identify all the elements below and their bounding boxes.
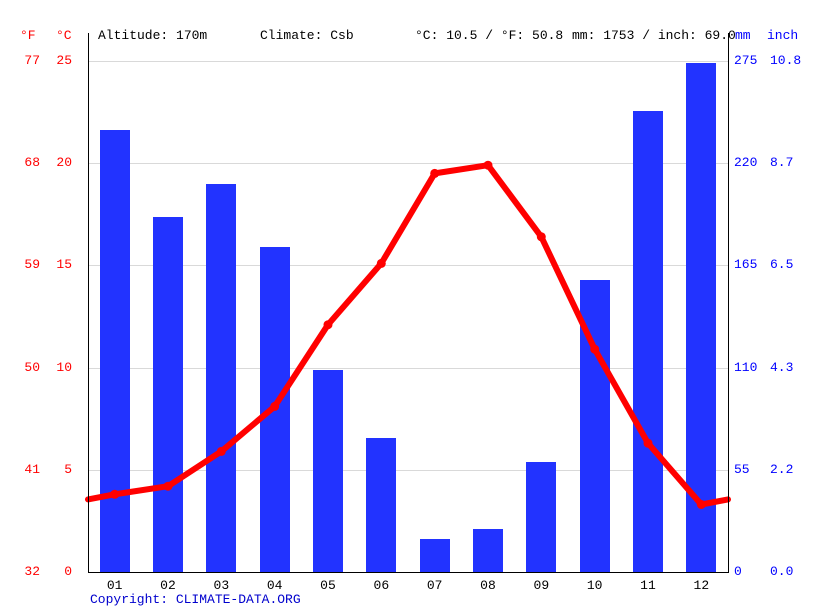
tick-label-inch: 8.7 [770, 155, 794, 171]
precip-bar-11 [633, 111, 663, 572]
tick-label-mm: 165 [734, 257, 758, 273]
temp-point-07 [430, 168, 440, 178]
temp-point-04 [270, 401, 280, 411]
temp-summary-label: °C: 10.5 / °F: 50.8 [415, 28, 564, 43]
inch-axis-title: inch [767, 28, 799, 43]
month-label-03: 03 [213, 578, 230, 593]
temp-point-08 [483, 160, 493, 170]
month-label-11: 11 [640, 578, 656, 593]
temp-point-09 [536, 232, 546, 242]
tick-label-c: 0 [64, 564, 72, 579]
grid-line [88, 367, 728, 369]
precip-summary-label: mm: 1753 / inch: 69.0 [572, 28, 736, 43]
tick-label-c: 25 [56, 53, 72, 68]
mm-axis-title: mm [735, 28, 751, 43]
precip-bar-03 [206, 183, 237, 572]
left-axis-line [88, 33, 89, 573]
tick-label-inch: 6.5 [770, 257, 794, 273]
tick-label-c: 5 [64, 461, 72, 477]
tick-label-inch: 4.3 [770, 359, 794, 375]
tick-label-c: 10 [56, 359, 72, 375]
temp-point-11 [643, 438, 653, 448]
copyright-label: Copyright: [90, 592, 176, 607]
tick-label-f: 77 [24, 53, 40, 68]
grid-line [88, 265, 728, 267]
tick-label-f: 68 [24, 155, 40, 171]
tick-label-c: 20 [56, 155, 72, 171]
month-label-04: 04 [266, 578, 283, 593]
fahrenheit-axis-title: °F [20, 28, 36, 43]
month-label-08: 08 [480, 578, 496, 593]
month-label-12: 12 [693, 578, 710, 593]
tick-label-inch: 0.0 [770, 564, 794, 579]
precip-bar-08 [473, 529, 503, 572]
temp-point-02 [163, 481, 173, 491]
temp-point-03 [216, 446, 226, 456]
grid-line [88, 61, 728, 62]
month-label-09: 09 [533, 578, 550, 593]
tick-label-inch: 10.8 [770, 53, 802, 68]
copyright: Copyright: CLIMATE-DATA.ORG [90, 592, 301, 607]
month-label-06: 06 [373, 578, 390, 593]
tick-label-f: 41 [24, 461, 40, 477]
right-axis-line [728, 33, 729, 573]
month-label-07: 07 [426, 578, 443, 593]
tick-label-mm: 275 [734, 53, 758, 68]
month-label-01: 01 [106, 578, 123, 593]
tick-label-inch: 2.2 [770, 461, 794, 477]
tick-label-mm: 220 [734, 155, 758, 171]
tick-label-f: 59 [24, 257, 40, 273]
temp-line-layer [85, 160, 731, 509]
precip-bar-02 [153, 217, 183, 572]
month-label-02: 02 [160, 578, 176, 593]
tick-label-mm: 0 [734, 564, 742, 579]
precip-bar-07 [419, 538, 450, 572]
temp-point-01 [110, 489, 120, 499]
temp-point-06 [376, 258, 386, 268]
tick-label-f: 32 [24, 564, 40, 579]
temp-point-12 [696, 500, 706, 509]
bottom-axis-line [88, 572, 729, 573]
precip-bar-06 [366, 438, 397, 572]
precip-bar-05 [313, 369, 343, 572]
copyright-link[interactable]: CLIMATE-DATA.ORG [175, 592, 301, 607]
celsius-axis-title: °C [56, 28, 72, 43]
tick-label-mm: 110 [734, 359, 758, 375]
month-label-05: 05 [320, 578, 336, 593]
tick-label-f: 50 [24, 359, 40, 375]
precip-bar-12 [686, 62, 717, 572]
plot-area [85, 33, 731, 573]
precip-bar-09 [526, 462, 557, 572]
temp-point-10 [590, 344, 600, 354]
temp-line [85, 162, 731, 508]
altitude-label: Altitude: 170m [98, 28, 208, 43]
month-label-10: 10 [586, 578, 603, 593]
tick-label-c: 15 [56, 257, 72, 273]
climate-class-label: Climate: Csb [260, 28, 354, 43]
grid-line [88, 163, 728, 165]
temp-point-05 [323, 320, 333, 330]
tick-label-mm: 55 [734, 461, 750, 477]
grid-line [88, 469, 728, 471]
